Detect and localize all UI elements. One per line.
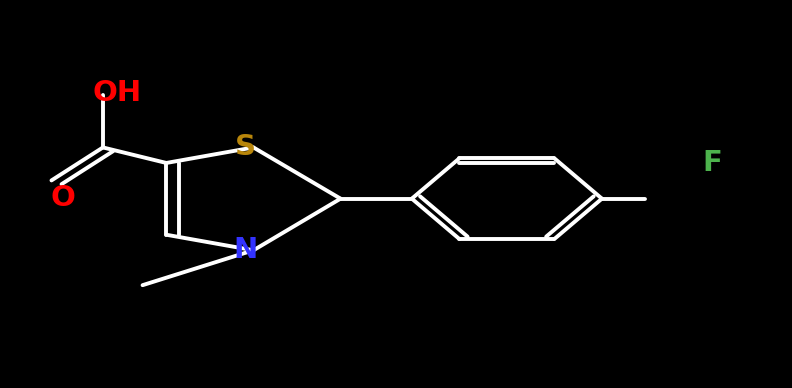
Text: S: S <box>235 133 256 161</box>
Text: OH: OH <box>93 79 142 107</box>
Text: O: O <box>51 184 76 212</box>
Text: N: N <box>234 236 257 264</box>
Text: F: F <box>703 149 723 177</box>
